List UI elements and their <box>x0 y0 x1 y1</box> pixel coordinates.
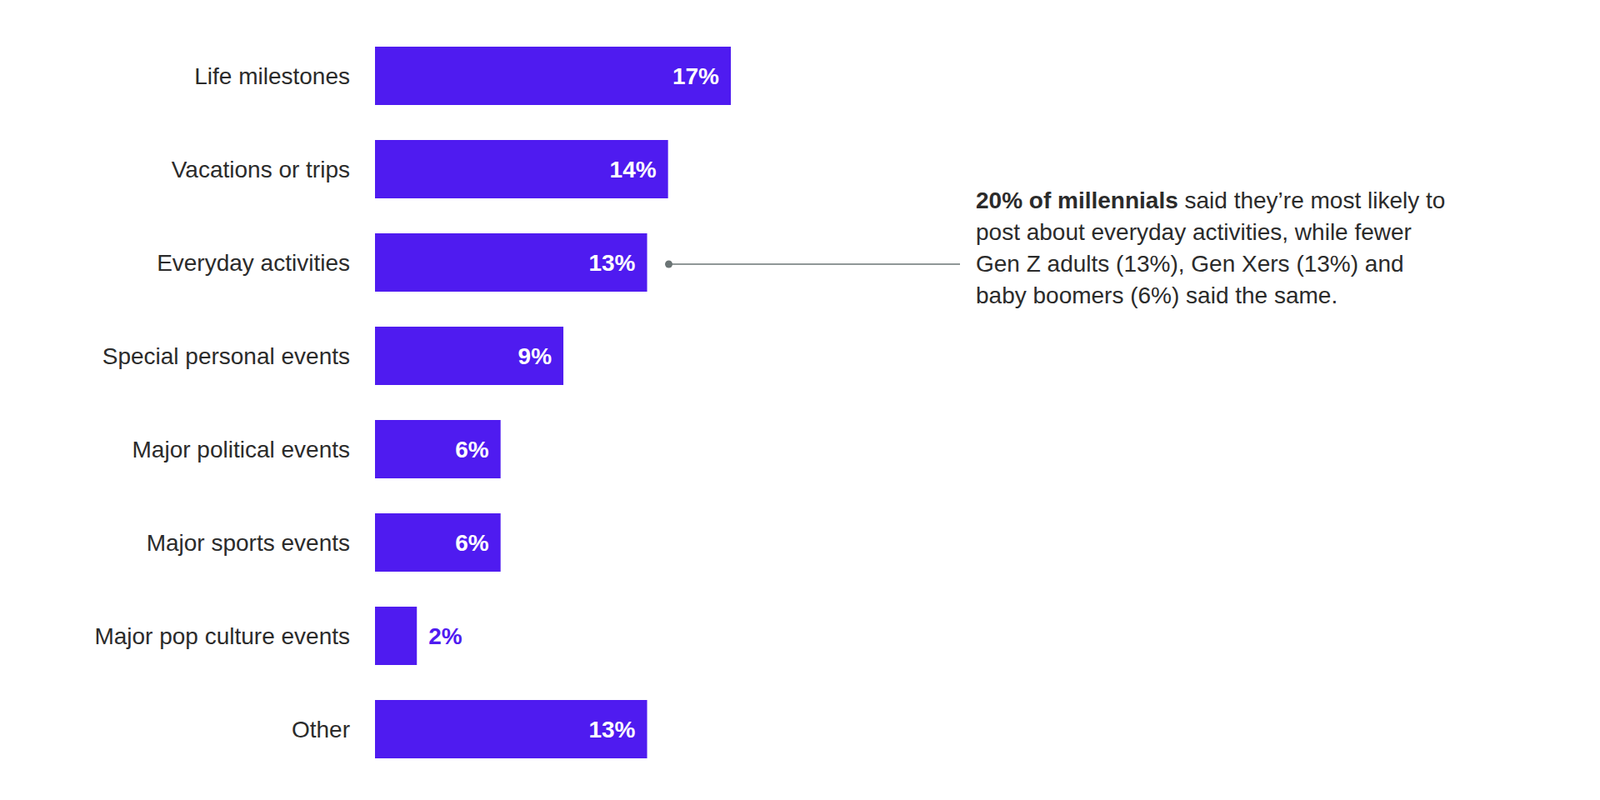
data-label: 13% <box>588 250 635 276</box>
bar <box>375 46 731 105</box>
annotation-bold: 20% of millennials <box>975 187 1179 214</box>
category-label: Everyday activities <box>156 250 350 276</box>
bar <box>375 140 669 199</box>
data-label: 17% <box>672 63 720 90</box>
data-label: 6% <box>455 436 490 463</box>
bar <box>375 420 501 479</box>
bar <box>375 233 648 292</box>
category-label: Other <box>291 716 350 743</box>
bar <box>375 513 501 572</box>
category-label: Life milestones <box>194 63 350 90</box>
data-label: 13% <box>588 716 635 743</box>
chart: Life milestones 17% Vacations or trips 14% E… <box>0 0 1600 800</box>
category-label: Major political events <box>132 436 350 463</box>
labels: Life milestones 17% Vacations or trips 14% E… <box>94 63 960 743</box>
annotation: 20% of millennials said they’re most lik… <box>975 185 1451 312</box>
bar <box>375 326 564 385</box>
data-label: 14% <box>610 156 657 183</box>
category-label: Vacations or trips <box>171 156 350 183</box>
connector-dot <box>665 260 673 269</box>
data-label: 2% <box>428 623 463 650</box>
bar <box>375 700 648 759</box>
bars <box>375 46 731 759</box>
category-label: Special personal events <box>102 343 350 370</box>
category-label: Major sports events <box>146 530 350 556</box>
bar <box>375 606 417 665</box>
data-label: 9% <box>518 343 553 370</box>
category-label: Major pop culture events <box>94 623 350 650</box>
connector <box>669 263 960 265</box>
data-label: 6% <box>455 530 490 556</box>
